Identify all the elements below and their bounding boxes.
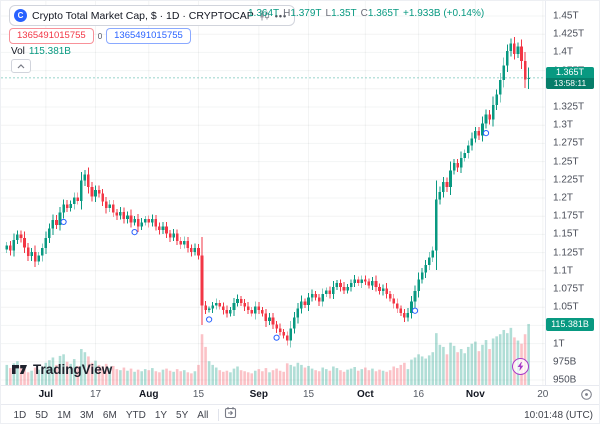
- price-tick-label: 1.075T: [553, 283, 585, 295]
- price-tick-label: 1.275T: [553, 137, 585, 149]
- time-tick-month: Jul: [38, 389, 54, 400]
- low-value: 1.35T: [331, 8, 357, 19]
- tradingview-watermark-text: TradingView: [33, 362, 113, 377]
- symbol-selector[interactable]: C Crypto Total Market Cap, $ · 1D · CRYP…: [9, 5, 296, 26]
- time-tick-day: 15: [192, 389, 205, 400]
- last-price-value: 1.365T: [555, 67, 585, 77]
- range-button-1y[interactable]: 1Y: [150, 408, 171, 423]
- range-button-all[interactable]: All: [193, 408, 213, 423]
- price-tick-label: 1.175T: [553, 210, 585, 222]
- volume-readout: Vol 115.381B: [11, 46, 71, 57]
- price-tick-label: 1.325T: [553, 101, 585, 113]
- bar-countdown-timer: 13:58:11: [546, 78, 594, 89]
- scroll-to-recent-icon[interactable]: [580, 388, 593, 401]
- chart-legend: C Crypto Total Market Cap, $ · 1D · CRYP…: [9, 5, 296, 26]
- price-tick-label: 975B: [553, 356, 577, 368]
- price-tick-label: 1.4T: [553, 46, 574, 58]
- cryptocap-logo-icon: C: [14, 9, 27, 22]
- toolbar-divider: [217, 409, 219, 421]
- more-options-icon[interactable]: •••: [274, 10, 288, 21]
- event-markers[interactable]: [60, 130, 490, 341]
- high-value: 1.379T: [290, 8, 322, 19]
- change-value: +1.933B (+0.14%): [403, 8, 485, 19]
- range-button-5d[interactable]: 5D: [31, 408, 53, 423]
- price-tick-label: 1.25T: [553, 156, 579, 168]
- candlestick-chart-canvas[interactable]: [1, 1, 545, 385]
- collapse-pane-button[interactable]: [11, 59, 31, 73]
- low-label: L: [325, 8, 332, 19]
- chevron-up-icon: [17, 63, 25, 68]
- price-tick-label: 1.425T: [553, 28, 585, 40]
- time-tick-month: Aug: [139, 389, 159, 400]
- price-line-separator: 0: [97, 31, 103, 41]
- time-tick-month: Sep: [249, 389, 268, 400]
- high-label: H: [283, 8, 291, 19]
- time-tick-month: Nov: [465, 389, 485, 400]
- candlestick-series: [5, 36, 530, 348]
- close-value: 1.365T: [367, 8, 400, 19]
- price-tick-label: 1.125T: [553, 247, 585, 259]
- tradingview-logo-icon: [12, 365, 27, 374]
- price-line-labels: 1365491015755 0 1365491015755: [9, 28, 191, 44]
- price-tick-label: 1T: [553, 338, 565, 350]
- utc-clock[interactable]: 10:01:48 (UTC): [524, 409, 593, 421]
- price-tick-label: 1.05T: [553, 301, 579, 313]
- time-tick-month: Oct: [356, 389, 374, 400]
- volume-series: [5, 323, 530, 385]
- price-tick-label: 1.15T: [553, 228, 579, 240]
- bottom-toolbar: 1D 5D 1M 3M 6M YTD 1Y 5Y All 10:01:48 (UTC): [1, 404, 599, 423]
- time-tick-day: 17: [89, 389, 102, 400]
- candles-style-icon: [260, 10, 269, 21]
- range-button-3m[interactable]: 3M: [76, 408, 99, 423]
- price-tick-label: 1.45T: [553, 10, 579, 22]
- range-button-6m[interactable]: 6M: [98, 408, 121, 423]
- last-price-badge: 1.365T 13:58:11: [546, 67, 594, 89]
- volume-axis-badge: 115.381B: [546, 318, 594, 331]
- price-line-label-red[interactable]: 1365491015755: [9, 28, 94, 44]
- range-button-1m[interactable]: 1M: [53, 408, 76, 423]
- price-line-label-blue[interactable]: 1365491015755: [106, 28, 191, 44]
- price-tick-label: 1.225T: [553, 174, 585, 186]
- vol-label: Vol: [11, 46, 25, 57]
- time-tick-day: 16: [413, 389, 425, 400]
- lightning-icon[interactable]: [512, 358, 529, 375]
- price-tick-label: 1.3T: [553, 119, 574, 131]
- open-value: 1.364T: [248, 8, 280, 19]
- price-tick-label: 1.2T: [553, 192, 574, 204]
- vol-value: 115.381B: [28, 46, 71, 57]
- range-button-5y[interactable]: 5Y: [172, 408, 193, 423]
- symbol-title: Crypto Total Market Cap, $ · 1D · CRYPTO…: [32, 9, 254, 22]
- tradingview-watermark[interactable]: TradingView: [11, 361, 112, 378]
- price-tick-label: 950B: [553, 374, 577, 386]
- ohlc-readout: 1.364T H1.379T L1.35T C1.365T +1.933B (+0.14…: [248, 8, 484, 19]
- price-tick-label: 1.1T: [553, 265, 574, 277]
- range-button-1d[interactable]: 1D: [9, 408, 31, 423]
- go-to-date-icon[interactable]: [224, 406, 237, 423]
- time-tick-day: 15: [302, 389, 315, 400]
- time-tick-day: 20: [537, 389, 549, 400]
- range-button-ytd[interactable]: YTD: [121, 408, 150, 423]
- close-label: C: [360, 8, 368, 19]
- time-axis[interactable]: Jul 17 Aug 15 Sep 15 Oct 16 Nov 20: [1, 385, 599, 405]
